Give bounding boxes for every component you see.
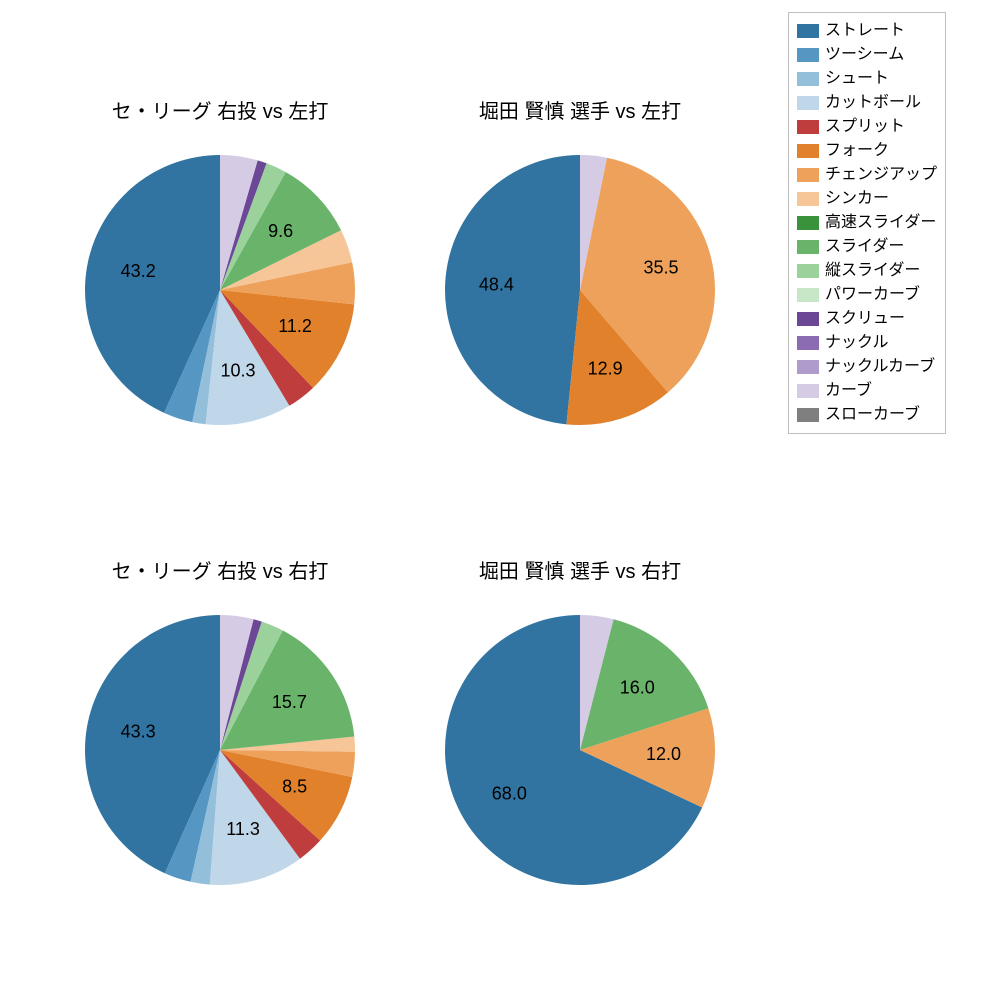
legend-label: スクリュー bbox=[825, 307, 905, 331]
legend-item: ナックルカーブ bbox=[797, 355, 937, 379]
pie-chart-tr: 48.4 12.9 35.5 bbox=[425, 135, 735, 445]
legend-item: シンカー bbox=[797, 187, 937, 211]
legend-item: カットボール bbox=[797, 91, 937, 115]
legend-swatch bbox=[797, 360, 819, 374]
pie-slice-label: 12.0 bbox=[646, 744, 681, 764]
legend-swatch bbox=[797, 192, 819, 206]
pie-slice-label: 10.3 bbox=[220, 360, 255, 380]
legend-swatch bbox=[797, 336, 819, 350]
legend-swatch bbox=[797, 312, 819, 326]
pie-slice-label: 68.0 bbox=[492, 784, 527, 804]
legend-label: シンカー bbox=[825, 187, 889, 211]
pie-slice-label: 15.7 bbox=[272, 692, 307, 712]
legend-item: フォーク bbox=[797, 139, 937, 163]
pie-slice-label: 16.0 bbox=[620, 678, 655, 698]
pie-title-bl: セ・リーグ 右投 vs 右打 bbox=[60, 555, 380, 584]
pie-slice-label: 43.3 bbox=[121, 721, 156, 741]
legend-swatch bbox=[797, 72, 819, 86]
pie-slice-label: 11.3 bbox=[226, 819, 260, 839]
legend-label: パワーカーブ bbox=[825, 283, 920, 307]
legend-swatch bbox=[797, 384, 819, 398]
legend-item: 縦スライダー bbox=[797, 259, 937, 283]
pie-slice-label: 35.5 bbox=[643, 258, 678, 278]
legend-swatch bbox=[797, 264, 819, 278]
legend-label: シュート bbox=[825, 67, 889, 91]
legend-swatch bbox=[797, 216, 819, 230]
legend-label: 高速スライダー bbox=[825, 211, 936, 235]
legend-swatch bbox=[797, 288, 819, 302]
legend-item: ツーシーム bbox=[797, 43, 937, 67]
legend-label: ナックル bbox=[825, 331, 889, 355]
pie-slice-label: 8.5 bbox=[282, 777, 307, 797]
legend-label: フォーク bbox=[825, 139, 889, 163]
legend-swatch bbox=[797, 408, 819, 422]
legend-swatch bbox=[797, 120, 819, 134]
legend-label: ストレート bbox=[825, 19, 905, 43]
legend-item: ストレート bbox=[797, 19, 937, 43]
pie-slice-label: 12.9 bbox=[588, 359, 623, 379]
legend-label: カーブ bbox=[825, 379, 872, 403]
legend-swatch bbox=[797, 168, 819, 182]
legend-label: ナックルカーブ bbox=[825, 355, 935, 379]
legend-item: スライダー bbox=[797, 235, 937, 259]
legend-swatch bbox=[797, 96, 819, 110]
legend-item: スプリット bbox=[797, 115, 937, 139]
pie-slice-label: 11.2 bbox=[278, 316, 312, 336]
legend-label: スローカーブ bbox=[825, 403, 920, 427]
legend-label: 縦スライダー bbox=[825, 259, 920, 283]
legend-swatch bbox=[797, 48, 819, 62]
legend-label: スライダー bbox=[825, 235, 904, 259]
legend-item: シュート bbox=[797, 67, 937, 91]
legend-label: スプリット bbox=[825, 115, 905, 139]
pie-slice-label: 9.6 bbox=[268, 221, 293, 241]
legend-item: スクリュー bbox=[797, 307, 937, 331]
pie-title-tr: 堀田 賢慎 選手 vs 左打 bbox=[420, 95, 740, 124]
legend-item: パワーカーブ bbox=[797, 283, 937, 307]
legend-label: ツーシーム bbox=[825, 43, 904, 67]
pie-title-br: 堀田 賢慎 選手 vs 右打 bbox=[420, 555, 740, 584]
chart-grid: 43.2 10.3 11.2 9.6 セ・リーグ 右投 vs 左打 48.4 12.9 35.… bbox=[0, 0, 1000, 1000]
legend-item: カーブ bbox=[797, 379, 937, 403]
legend-item: 高速スライダー bbox=[797, 211, 937, 235]
legend-item: スローカーブ bbox=[797, 403, 937, 427]
legend-swatch bbox=[797, 144, 819, 158]
legend: ストレートツーシームシュートカットボールスプリットフォークチェンジアップシンカー… bbox=[788, 12, 946, 434]
pie-chart-tl: 43.2 10.3 11.2 9.6 bbox=[65, 135, 375, 445]
pie-slice-label: 43.2 bbox=[121, 261, 156, 281]
legend-label: カットボール bbox=[825, 91, 921, 115]
legend-label: チェンジアップ bbox=[825, 163, 937, 187]
pie-chart-br: 68.0 12.0 16.0 bbox=[425, 595, 735, 905]
legend-item: ナックル bbox=[797, 331, 937, 355]
pie-slice-label: 48.4 bbox=[479, 275, 514, 295]
legend-item: チェンジアップ bbox=[797, 163, 937, 187]
legend-swatch bbox=[797, 240, 819, 254]
pie-title-tl: セ・リーグ 右投 vs 左打 bbox=[60, 95, 380, 124]
legend-swatch bbox=[797, 24, 819, 38]
pie-chart-bl: 43.3 11.3 8.5 15.7 bbox=[65, 595, 375, 905]
